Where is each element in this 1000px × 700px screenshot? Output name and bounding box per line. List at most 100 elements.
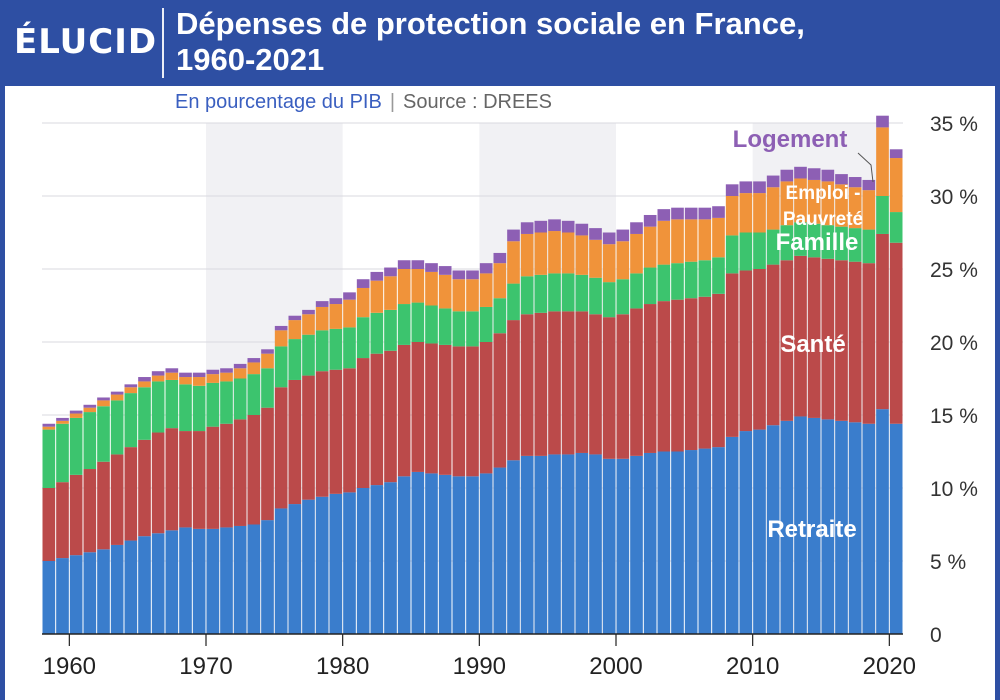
bar-segment <box>329 493 343 634</box>
bar-segment <box>630 455 643 634</box>
bar-segment <box>233 378 247 420</box>
bar-segment <box>876 196 889 234</box>
bar-segment <box>151 381 165 433</box>
bar-segment <box>534 220 548 233</box>
bar-segment <box>220 381 233 424</box>
bar-segment <box>261 520 274 634</box>
bar-segment <box>261 368 274 408</box>
bar-segment <box>835 174 848 185</box>
bar-segment <box>807 223 821 258</box>
bar-segment <box>370 312 384 354</box>
bar-segment <box>124 387 138 394</box>
bar-segment <box>124 540 138 634</box>
bar-segment <box>370 353 384 486</box>
bar-segment <box>261 407 274 521</box>
bar-segment <box>753 429 766 634</box>
bar-segment <box>151 375 165 382</box>
bar-segment <box>739 193 753 233</box>
bar-segment <box>329 369 343 494</box>
label-logement: Logement <box>733 126 848 153</box>
bar-segment <box>356 287 370 318</box>
bar-segment <box>384 267 397 277</box>
bar-segment <box>411 260 425 269</box>
bar-segment <box>780 260 794 421</box>
subtitle: En pourcentage du PIB | Source : DREES <box>175 86 552 118</box>
bar-segment <box>889 423 903 634</box>
bar-segment <box>657 209 671 221</box>
bar-segment <box>370 280 384 313</box>
bar-segment <box>425 343 438 474</box>
bar-segment <box>274 508 288 634</box>
elucid-logo[interactable]: ÉLUCID <box>14 22 158 62</box>
bar-segment <box>698 448 712 634</box>
bar-segment <box>835 184 848 227</box>
bar-segment <box>548 219 561 232</box>
bar-segment <box>42 488 56 561</box>
bar-segment <box>835 420 848 634</box>
logement-pointer <box>857 152 874 183</box>
bar-segment <box>274 325 288 331</box>
bar-segment <box>616 229 630 242</box>
bar-segment <box>179 377 192 385</box>
bar-segment <box>56 417 69 421</box>
bar-segment <box>753 232 766 269</box>
bar-segment <box>821 258 835 420</box>
subtitle-source: Source : DREES <box>403 91 552 113</box>
bar-segment <box>602 317 616 459</box>
bar-segment <box>315 371 329 497</box>
bar-segment <box>807 257 821 418</box>
bar-segment <box>179 384 192 432</box>
x-tick-label: 2000 <box>589 653 642 680</box>
bar-segment <box>739 232 753 271</box>
bar-segment <box>602 282 616 318</box>
bar-segment <box>274 387 288 509</box>
bar-segment <box>493 252 507 264</box>
bar-segment <box>343 368 356 493</box>
bar-segment <box>548 273 561 312</box>
bar-segment <box>575 274 589 312</box>
bar-segment <box>220 368 233 373</box>
site-url[interactable]: www.elucid.media <box>877 682 982 697</box>
bar-segment <box>97 397 110 401</box>
x-tick-label: 2010 <box>726 653 779 680</box>
bar-segment <box>83 469 97 553</box>
bar-segment <box>206 382 220 427</box>
bar-segment <box>97 406 110 462</box>
bar-segment <box>643 226 657 268</box>
bar-segment <box>288 320 302 340</box>
bar-segment <box>780 169 794 182</box>
bar-segment <box>507 460 520 634</box>
bar-segment <box>247 358 261 363</box>
bar-segment <box>889 212 903 243</box>
bar-segment <box>712 217 725 258</box>
bar-segment <box>671 263 684 300</box>
bar-segment <box>425 473 438 634</box>
bar-segment <box>684 219 698 262</box>
bar-segment <box>83 412 97 470</box>
bar-segment <box>780 420 794 634</box>
bar-segment <box>766 425 780 634</box>
bar-segment <box>411 302 425 342</box>
bar-segment <box>233 525 247 634</box>
bar-segment <box>42 426 56 430</box>
bar-segment <box>575 235 589 275</box>
bar-segment <box>575 223 589 236</box>
bar-segment <box>165 372 179 380</box>
bar-segment <box>766 187 780 230</box>
bar-segment <box>247 374 261 415</box>
x-tick-label: 1970 <box>179 653 232 680</box>
bar-segment <box>876 115 889 128</box>
bar-segment <box>725 184 739 196</box>
bar-segment <box>425 271 438 306</box>
bar-segment <box>83 552 97 634</box>
bar-segment <box>876 127 889 196</box>
bar-segment <box>206 369 220 375</box>
bar-segment <box>356 317 370 359</box>
bar-segment <box>343 292 356 300</box>
bar-segment <box>794 222 807 256</box>
bar-segment <box>315 301 329 307</box>
bar-segment <box>69 413 83 418</box>
y-tick-label: 20 % <box>930 332 978 355</box>
bar-segment <box>452 346 466 477</box>
bar-segment <box>698 296 712 449</box>
